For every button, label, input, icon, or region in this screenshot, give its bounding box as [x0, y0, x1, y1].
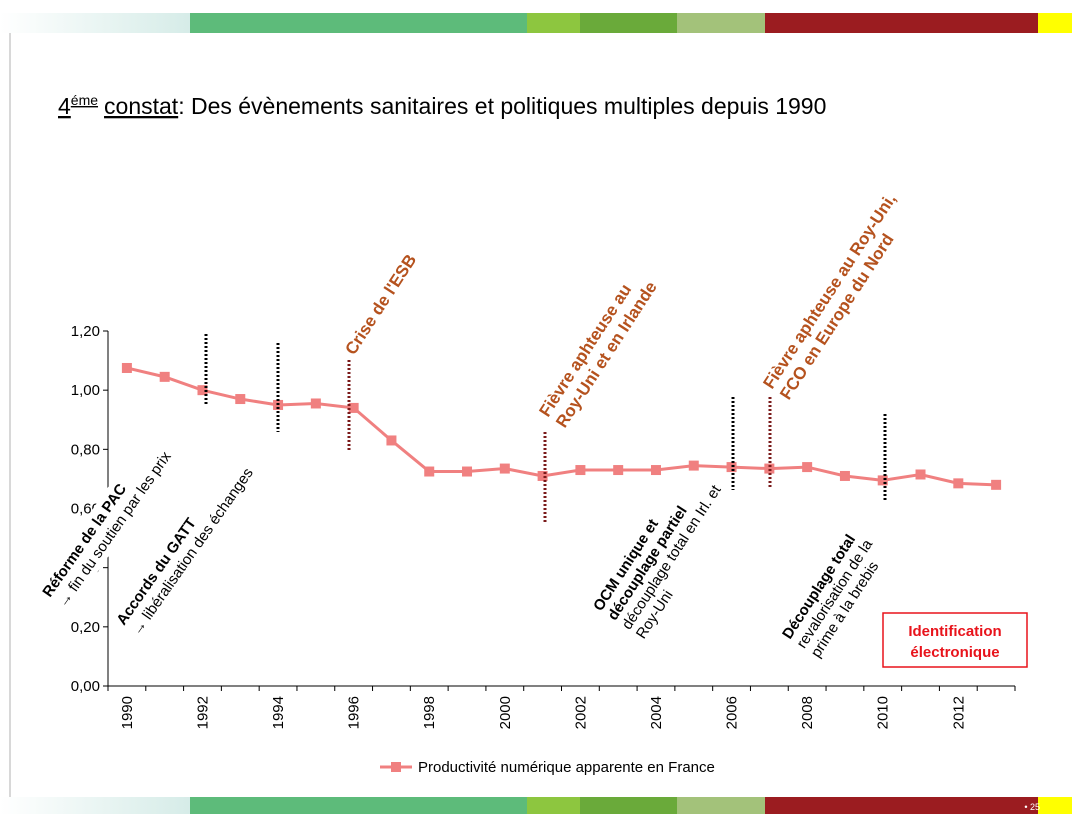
- callout-line: électronique: [910, 644, 999, 661]
- marker: [802, 462, 813, 473]
- y-tick-label: 0,80: [71, 441, 100, 458]
- y-tick-label: 0,00: [71, 678, 100, 695]
- event-lines: [204, 334, 887, 523]
- title-part: : Des évènements sanitaires et politique…: [178, 93, 826, 119]
- legend-marker: [391, 762, 401, 772]
- marker: [462, 466, 473, 477]
- x-tick-label: 1992: [194, 696, 211, 729]
- top-band: [0, 13, 1072, 33]
- page-number: • 25: [1024, 802, 1040, 812]
- x-tick-label: 2002: [572, 696, 589, 729]
- bottom-band: [0, 797, 1072, 814]
- annotation-line: FCO en Europe du Nord: [776, 230, 897, 403]
- marker: [121, 362, 132, 373]
- marker: [953, 478, 964, 489]
- annotation-line: Fièvre aphteuse au Roy-Uni,: [759, 190, 899, 392]
- marker: [839, 470, 850, 481]
- marker: [197, 385, 208, 396]
- marker: [688, 460, 699, 471]
- marker: [650, 465, 661, 476]
- y-tick-label: 1,00: [71, 382, 100, 399]
- x-tick-label: 2008: [799, 696, 816, 729]
- marker: [915, 469, 926, 480]
- callout-line: Identification: [908, 623, 1001, 640]
- y-tick-label: 0,20: [71, 619, 100, 636]
- series-line: [126, 366, 997, 487]
- legend-label: Productivité numérique apparente en Fran…: [418, 759, 715, 776]
- x-tick-label: 2012: [950, 696, 967, 729]
- x-tick-label: 2000: [497, 696, 514, 729]
- x-tick-label: 2006: [724, 696, 741, 729]
- annotation: Crise de l'ESB: [341, 251, 420, 358]
- title-part: constat: [104, 93, 179, 119]
- marker: [537, 470, 548, 481]
- annotation: Découplage totalrevalorisation de laprim…: [779, 527, 891, 661]
- marker: [499, 463, 510, 474]
- annotation: Fièvre aphteuse au Roy-Uni,FCO en Europe…: [759, 190, 916, 403]
- x-tick-label: 1998: [421, 696, 438, 729]
- marker: [386, 435, 397, 446]
- marker: [726, 462, 737, 473]
- marker: [575, 465, 586, 476]
- marker: [877, 475, 888, 486]
- x-tick-label: 1990: [119, 696, 136, 729]
- slide-title: 4éme constat: Des évènements sanitaires e…: [58, 92, 826, 119]
- annotation: OCM unique etdécouplage partieldécouplag…: [590, 463, 739, 642]
- title-sup: éme: [71, 92, 98, 108]
- marker: [764, 463, 775, 474]
- x-tick-label: 2010: [875, 696, 892, 729]
- x-tick-label: 1994: [270, 696, 287, 729]
- x-tick-label: 1996: [346, 696, 363, 729]
- marker: [159, 371, 170, 382]
- annotation-line: Crise de l'ESB: [341, 251, 420, 358]
- marker: [991, 479, 1002, 490]
- marker: [235, 394, 246, 405]
- marker: [310, 398, 321, 409]
- annotation: Fièvre aphteuse auRoy-Uni et en Irlande: [535, 267, 660, 431]
- marker: [424, 466, 435, 477]
- y-tick-label: 1,20: [71, 323, 100, 340]
- x-tick-label: 2004: [648, 696, 665, 729]
- marker: [348, 402, 359, 413]
- title-part: 4: [58, 93, 71, 119]
- marker: [613, 465, 624, 476]
- callout-box: [882, 612, 1028, 668]
